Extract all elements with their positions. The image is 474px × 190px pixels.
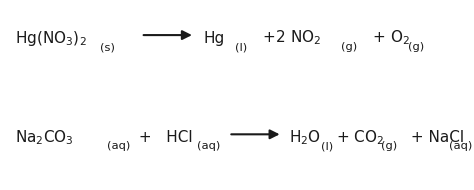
Text: Hg: Hg: [204, 31, 225, 46]
Text: H$_2$O: H$_2$O: [289, 128, 321, 146]
Text: (aq): (aq): [197, 141, 220, 151]
Text: Na$_2$CO$_3$: Na$_2$CO$_3$: [15, 128, 74, 146]
Text: +   HCl: + HCl: [134, 130, 192, 145]
Text: (aq): (aq): [107, 141, 130, 151]
Text: (aq): (aq): [449, 141, 472, 151]
Text: + O$_2$: + O$_2$: [368, 28, 410, 47]
Text: Hg(NO$_3$)$_2$: Hg(NO$_3$)$_2$: [15, 28, 87, 48]
Text: (g): (g): [382, 141, 398, 151]
Text: (g): (g): [409, 42, 425, 52]
Text: (l): (l): [321, 141, 333, 151]
Text: + NaCl: + NaCl: [406, 130, 464, 145]
Text: (g): (g): [341, 42, 357, 52]
Text: + CO$_2$: + CO$_2$: [337, 128, 384, 146]
Text: (l): (l): [235, 42, 247, 52]
Text: (s): (s): [100, 42, 115, 52]
Text: +2 NO$_2$: +2 NO$_2$: [258, 28, 321, 47]
